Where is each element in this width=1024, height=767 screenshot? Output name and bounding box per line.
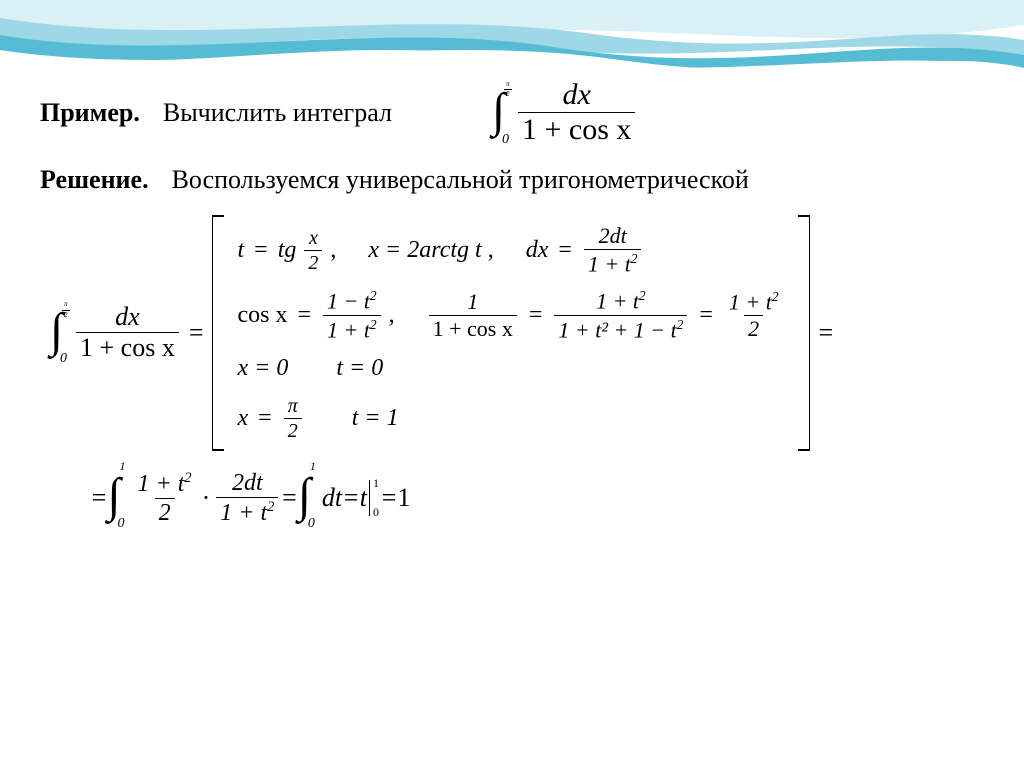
final-int-2: 1 ∫ 0 xyxy=(298,477,318,518)
evaluation-bar: 1 0 xyxy=(369,480,380,516)
subst-row-3: x = 0 t = 0 xyxy=(238,355,785,382)
right-bracket xyxy=(798,215,810,451)
solution-sentence: Воспользуемся универсальной тригонометри… xyxy=(172,165,749,194)
final-int-1: 1 ∫ 0 xyxy=(108,477,128,518)
solution-line: Решение. Воспользуемся универсальной три… xyxy=(40,165,984,195)
final-computation: = 1 ∫ 0 1 + t2 2 · 2dt 1 + t2 = 1 ∫ 0 dt… xyxy=(90,471,984,525)
subst-row-4: x= π2 t = 1 xyxy=(238,396,785,441)
solution-label: Решение. xyxy=(40,165,149,194)
substitution-bracket: t= tg x2 , x = 2arctg t, dx= 2dt1 + t2 c… xyxy=(212,215,811,451)
example-text: Пример. Вычислить интеграл xyxy=(40,98,392,128)
lhs-integral-sign: π2 ∫ 0 xyxy=(50,312,70,353)
integral-sign: π2 ∫ 0 xyxy=(492,92,512,134)
subst-row-2: cos x= 1 − t21 + t2 , 11 + cos x = 1 + t… xyxy=(238,289,785,341)
example-line: Пример. Вычислить интеграл π2 ∫ 0 dx 1 +… xyxy=(40,80,984,145)
integrand-fraction: dx 1 + cos x xyxy=(518,80,635,145)
problem-integral: π2 ∫ 0 dx 1 + cos x xyxy=(492,80,637,145)
subst-row-1: t= tg x2 , x = 2arctg t, dx= 2dt1 + t2 xyxy=(238,225,785,275)
example-label: Пример. xyxy=(40,98,140,127)
final-frac-1: 1 + t2 2 xyxy=(134,471,196,525)
substitution-body: t= tg x2 , x = 2arctg t, dx= 2dt1 + t2 c… xyxy=(224,215,799,451)
main-derivation: π2 ∫ 0 dx 1 + cos x = t= tg x2 , x = 2ar… xyxy=(50,215,984,451)
final-frac-2: 2dt 1 + t2 xyxy=(216,471,278,525)
slide-content: Пример. Вычислить интеграл π2 ∫ 0 dx 1 +… xyxy=(40,80,984,525)
example-verb: Вычислить интеграл xyxy=(163,98,392,127)
lhs-integrand: dx 1 + cos x xyxy=(76,304,179,361)
left-bracket xyxy=(212,215,224,451)
